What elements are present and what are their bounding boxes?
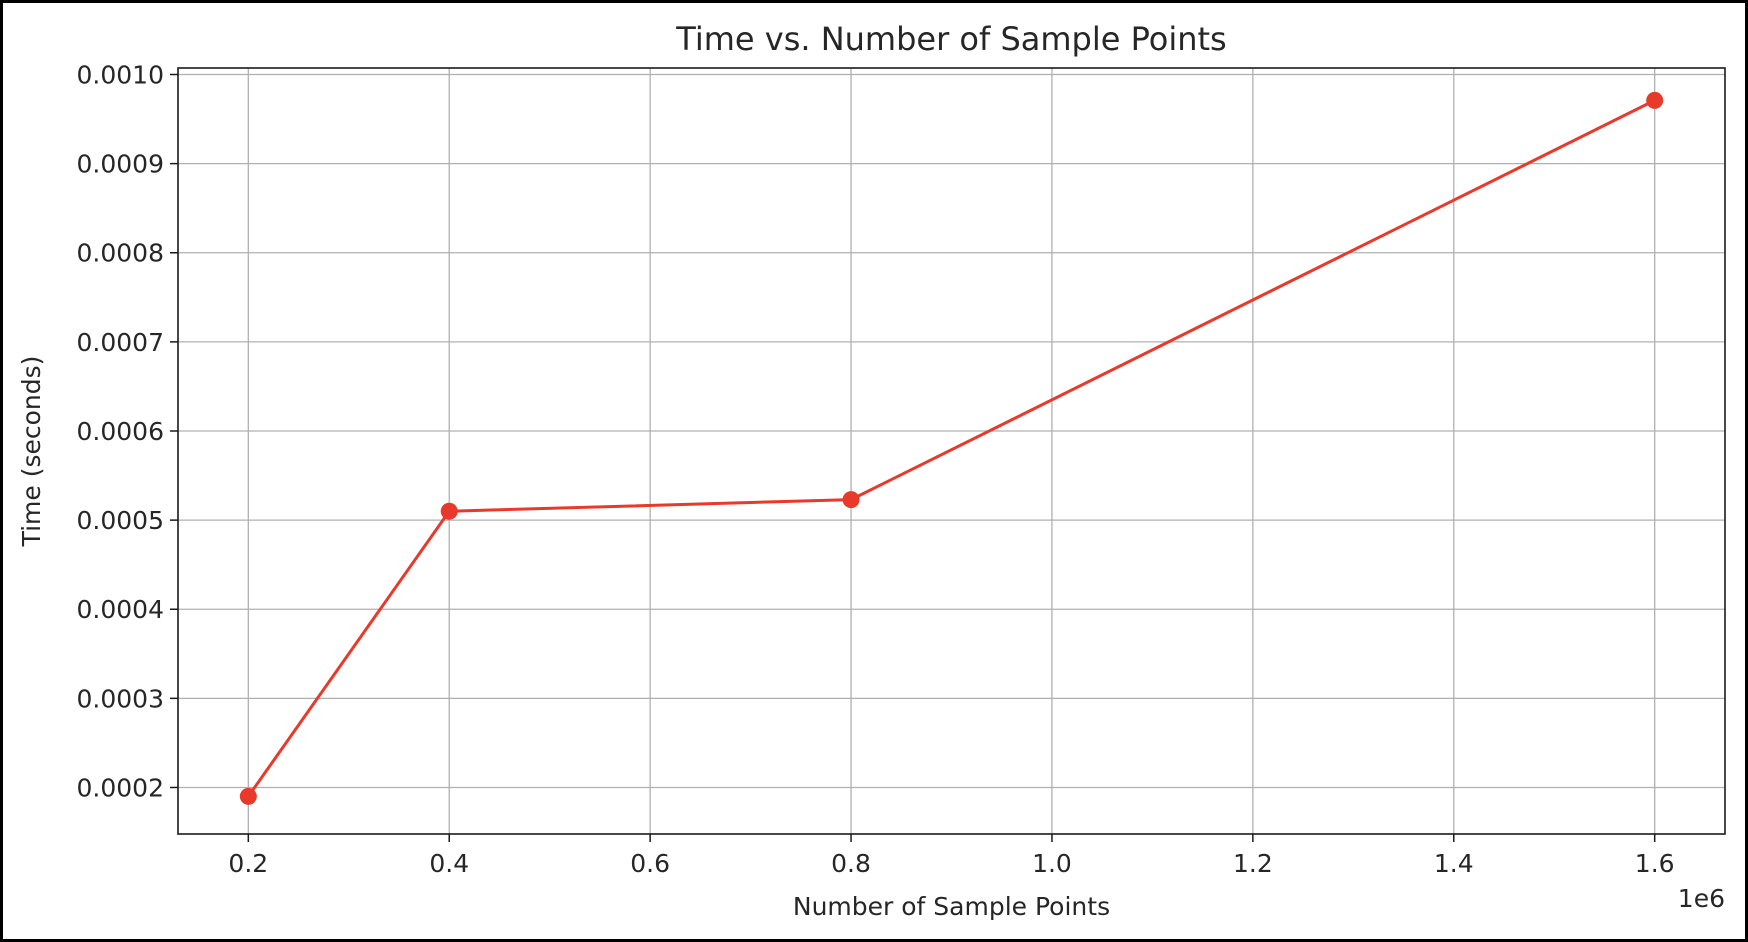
x-tick-label: 1.2: [1233, 849, 1273, 878]
series-layer: [239, 91, 1664, 805]
chart-title: Time vs. Number of Sample Points: [675, 20, 1226, 58]
y-tick-label: 0.0010: [77, 61, 164, 90]
y-tick-label: 0.0008: [77, 239, 164, 268]
x-axis-offset-text: 1e6: [1678, 884, 1725, 913]
x-tick-label: 0.2: [228, 849, 268, 878]
y-axis-label: Time (seconds): [17, 356, 46, 548]
y-tick-label: 0.0002: [77, 773, 164, 802]
y-tick-label: 0.0005: [77, 506, 164, 535]
chart-figure: 0.2 0.4 0.6 0.8 1.0 1.2 1.4 1.6 0.0002 0.0003 0.00…: [3, 3, 1745, 939]
data-point: [1646, 91, 1664, 109]
x-tick-label: 1.6: [1635, 849, 1675, 878]
x-axis-label: Number of Sample Points: [793, 892, 1110, 921]
series-line: [247, 99, 1656, 798]
x-tick-label: 0.8: [831, 849, 871, 878]
data-point: [239, 787, 257, 805]
y-tick-label: 0.0006: [77, 417, 164, 446]
plot-area-frame: [177, 67, 1726, 835]
y-tick-label: 0.0003: [77, 684, 164, 713]
y-tick-label: 0.0009: [77, 150, 164, 179]
x-tick-label: 0.6: [630, 849, 670, 878]
axis-ticks: 0.2 0.4 0.6 0.8 1.0 1.2 1.4 1.6 0.0002 0.0003 0.00…: [77, 61, 1675, 878]
line-chart: 0.2 0.4 0.6 0.8 1.0 1.2 1.4 1.6 0.0002 0.0003 0.00…: [17, 20, 1726, 921]
x-tick-label: 1.4: [1434, 849, 1474, 878]
grid-lines: [178, 68, 1725, 834]
x-tick-label: 1.0: [1032, 849, 1072, 878]
y-tick-label: 0.0007: [77, 328, 164, 357]
y-tick-label: 0.0004: [77, 595, 164, 624]
data-point: [440, 502, 458, 520]
data-point: [842, 491, 860, 509]
x-tick-label: 0.4: [429, 849, 469, 878]
